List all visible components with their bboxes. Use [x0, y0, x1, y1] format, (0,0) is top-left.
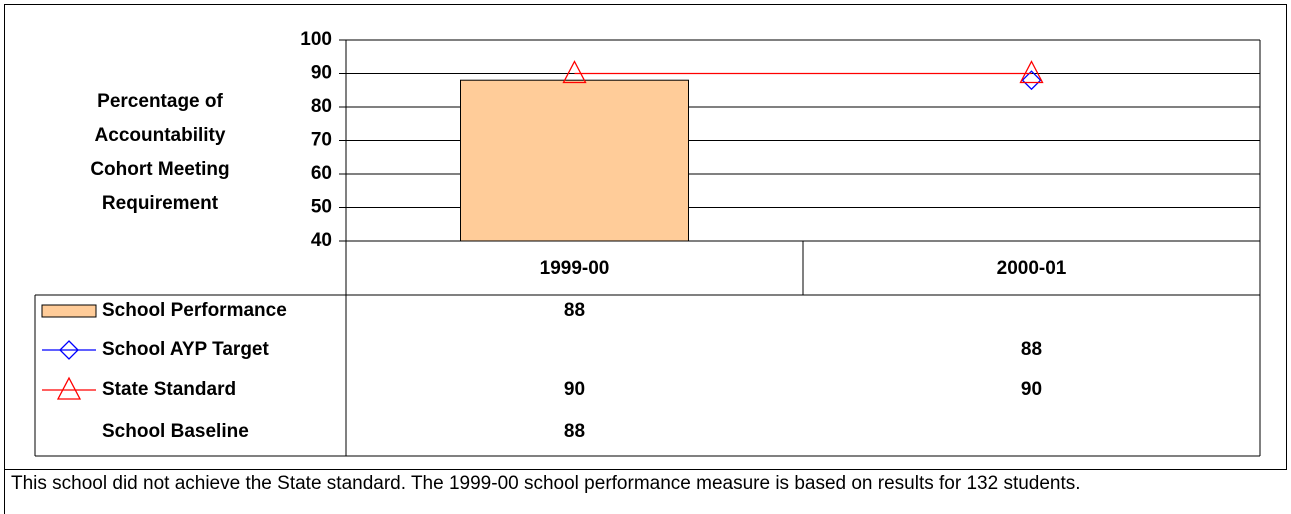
y-tick-label: 90 [311, 63, 332, 84]
y-tick-label: 60 [311, 163, 332, 184]
y-axis-title: Requirement [102, 193, 219, 214]
triangle-marker [1019, 60, 1044, 84]
table-value: 90 [564, 379, 585, 400]
y-axis-title: Accountability [95, 125, 226, 146]
x-tick-label: 2000-01 [997, 258, 1067, 279]
bar [460, 79, 689, 242]
y-axis-title: Percentage of [97, 91, 223, 112]
diamond-marker [1021, 70, 1042, 91]
legend-label: School Baseline [102, 421, 249, 442]
table-value: 88 [564, 421, 585, 442]
chart: Percentage of Accountability Cohort Meetin… [4, 4, 1287, 470]
legend-swatch [41, 304, 97, 318]
table-value: 88 [1021, 339, 1042, 360]
triangle-marker [562, 60, 587, 84]
triangle-marker [56, 376, 82, 400]
y-tick-label: 70 [311, 130, 332, 151]
legend-label: State Standard [102, 379, 236, 400]
diamond-marker [59, 340, 79, 360]
legend-label: School AYP Target [102, 339, 269, 360]
table-value: 88 [564, 300, 585, 321]
y-tick-label: 80 [311, 96, 332, 117]
table-value: 90 [1021, 379, 1042, 400]
y-axis-title: Cohort Meeting [90, 159, 229, 180]
y-tick-label: 100 [300, 29, 332, 50]
caption: This school did not achieve the State st… [4, 469, 1287, 514]
y-tick-label: 50 [311, 197, 332, 218]
x-tick-label: 1999-00 [540, 258, 610, 279]
y-tick-label: 40 [311, 230, 332, 251]
legend-label: School Performance [102, 300, 287, 321]
